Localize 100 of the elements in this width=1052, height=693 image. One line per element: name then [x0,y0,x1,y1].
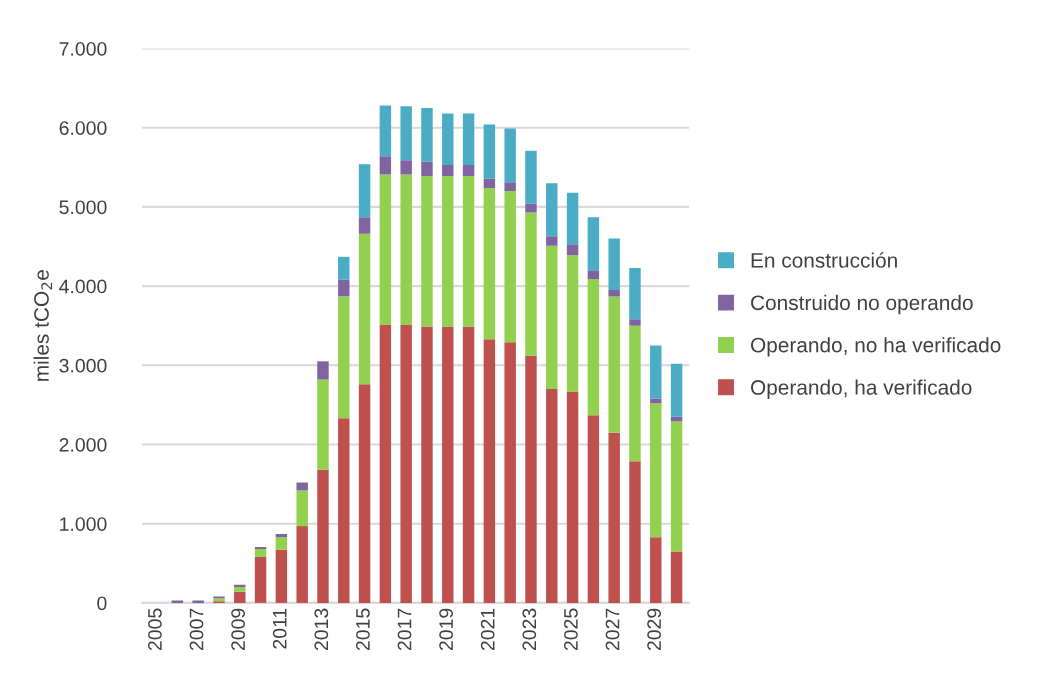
bar [254,549,267,557]
bar [296,482,308,491]
y-tick-label: 4.000 [59,279,107,294]
x-tick-label: 2007 [189,608,204,651]
bar [629,325,641,462]
bar [296,490,308,527]
bar [358,233,371,385]
bar [546,183,558,237]
bar [629,461,641,603]
bar [670,421,683,552]
bar [400,160,412,175]
x-tick-label: 2029 [647,608,661,651]
bar [650,345,662,399]
bar [421,161,433,177]
x-tick-label: 2027 [605,608,620,651]
x-tick-label: 2025 [564,608,578,651]
bar [254,556,267,603]
bar [400,174,412,325]
bar [587,415,600,603]
y-tick-label: 1.000 [60,517,107,531]
bar [546,245,558,390]
x-tick-label: 2015 [356,608,370,651]
bar [442,326,454,603]
bar [525,150,537,204]
bar [566,391,579,603]
bar [670,551,683,603]
legend-label: Operando, ha verificado [750,379,972,399]
bar [234,587,246,592]
bar [629,319,641,326]
bar [442,113,454,165]
bar [296,526,308,603]
bar [525,203,537,213]
bar [525,355,537,603]
y-axis-title: miles tCO$_{2}$e [33,270,53,381]
bar [338,296,350,419]
bar [566,255,579,392]
bar [275,537,288,550]
x-tick-label: 2017 [397,608,412,651]
bar [358,384,371,603]
bar [338,256,350,280]
bar [650,537,662,603]
bar [504,342,516,603]
bar [317,379,329,470]
bar [234,591,246,603]
bar [462,326,475,603]
bar [546,236,558,246]
bar [275,549,288,603]
bar [608,296,620,433]
x-tick-label: 2013 [314,608,329,651]
legend-label: En construcción [751,252,897,268]
bar [587,217,600,271]
bar [462,164,475,177]
bar [379,324,392,603]
bar [587,270,600,279]
bar [442,164,454,177]
bar [400,324,412,603]
bar [358,217,371,234]
bar [566,244,579,256]
y-tick-label: 2.000 [59,437,107,452]
bar [483,187,496,340]
legend-label: Operando, no ha verificado [750,337,1001,357]
bar [338,418,350,603]
bar [587,278,600,416]
x-tick-label: 2023 [522,608,537,651]
bar [442,176,454,327]
x-tick-label: 2019 [439,608,453,651]
bar [504,182,516,192]
bar [317,361,329,380]
x-tick-label: 2021 [480,608,495,651]
bar [379,174,392,325]
bar [670,416,683,422]
bar [483,178,496,188]
bar [504,191,516,343]
legend-label: Construido no operando [751,294,973,315]
bar [421,176,433,327]
x-tick-label: 2009 [231,608,245,651]
bar [421,326,433,603]
bar [338,279,350,297]
bar [629,267,641,320]
bar [504,128,516,183]
y-tick-label: 5.000 [59,200,107,215]
bar [462,176,475,327]
bar [379,156,392,175]
bar [670,363,683,417]
bar [379,105,392,157]
bar [400,106,412,161]
bar [421,107,433,162]
bar [546,389,558,603]
bar [483,339,496,603]
y-tick-label: 0 [97,596,107,611]
bar [608,290,620,297]
bar [317,469,329,603]
bar [608,238,620,291]
bar [566,192,579,245]
x-tick-label: 2011 [272,608,287,649]
y-tick-label: 6.000 [59,121,107,135]
y-tick-label: 7.000 [59,41,107,56]
bar [275,534,288,538]
bar [483,124,496,179]
x-tick-label: 2005 [148,608,162,651]
